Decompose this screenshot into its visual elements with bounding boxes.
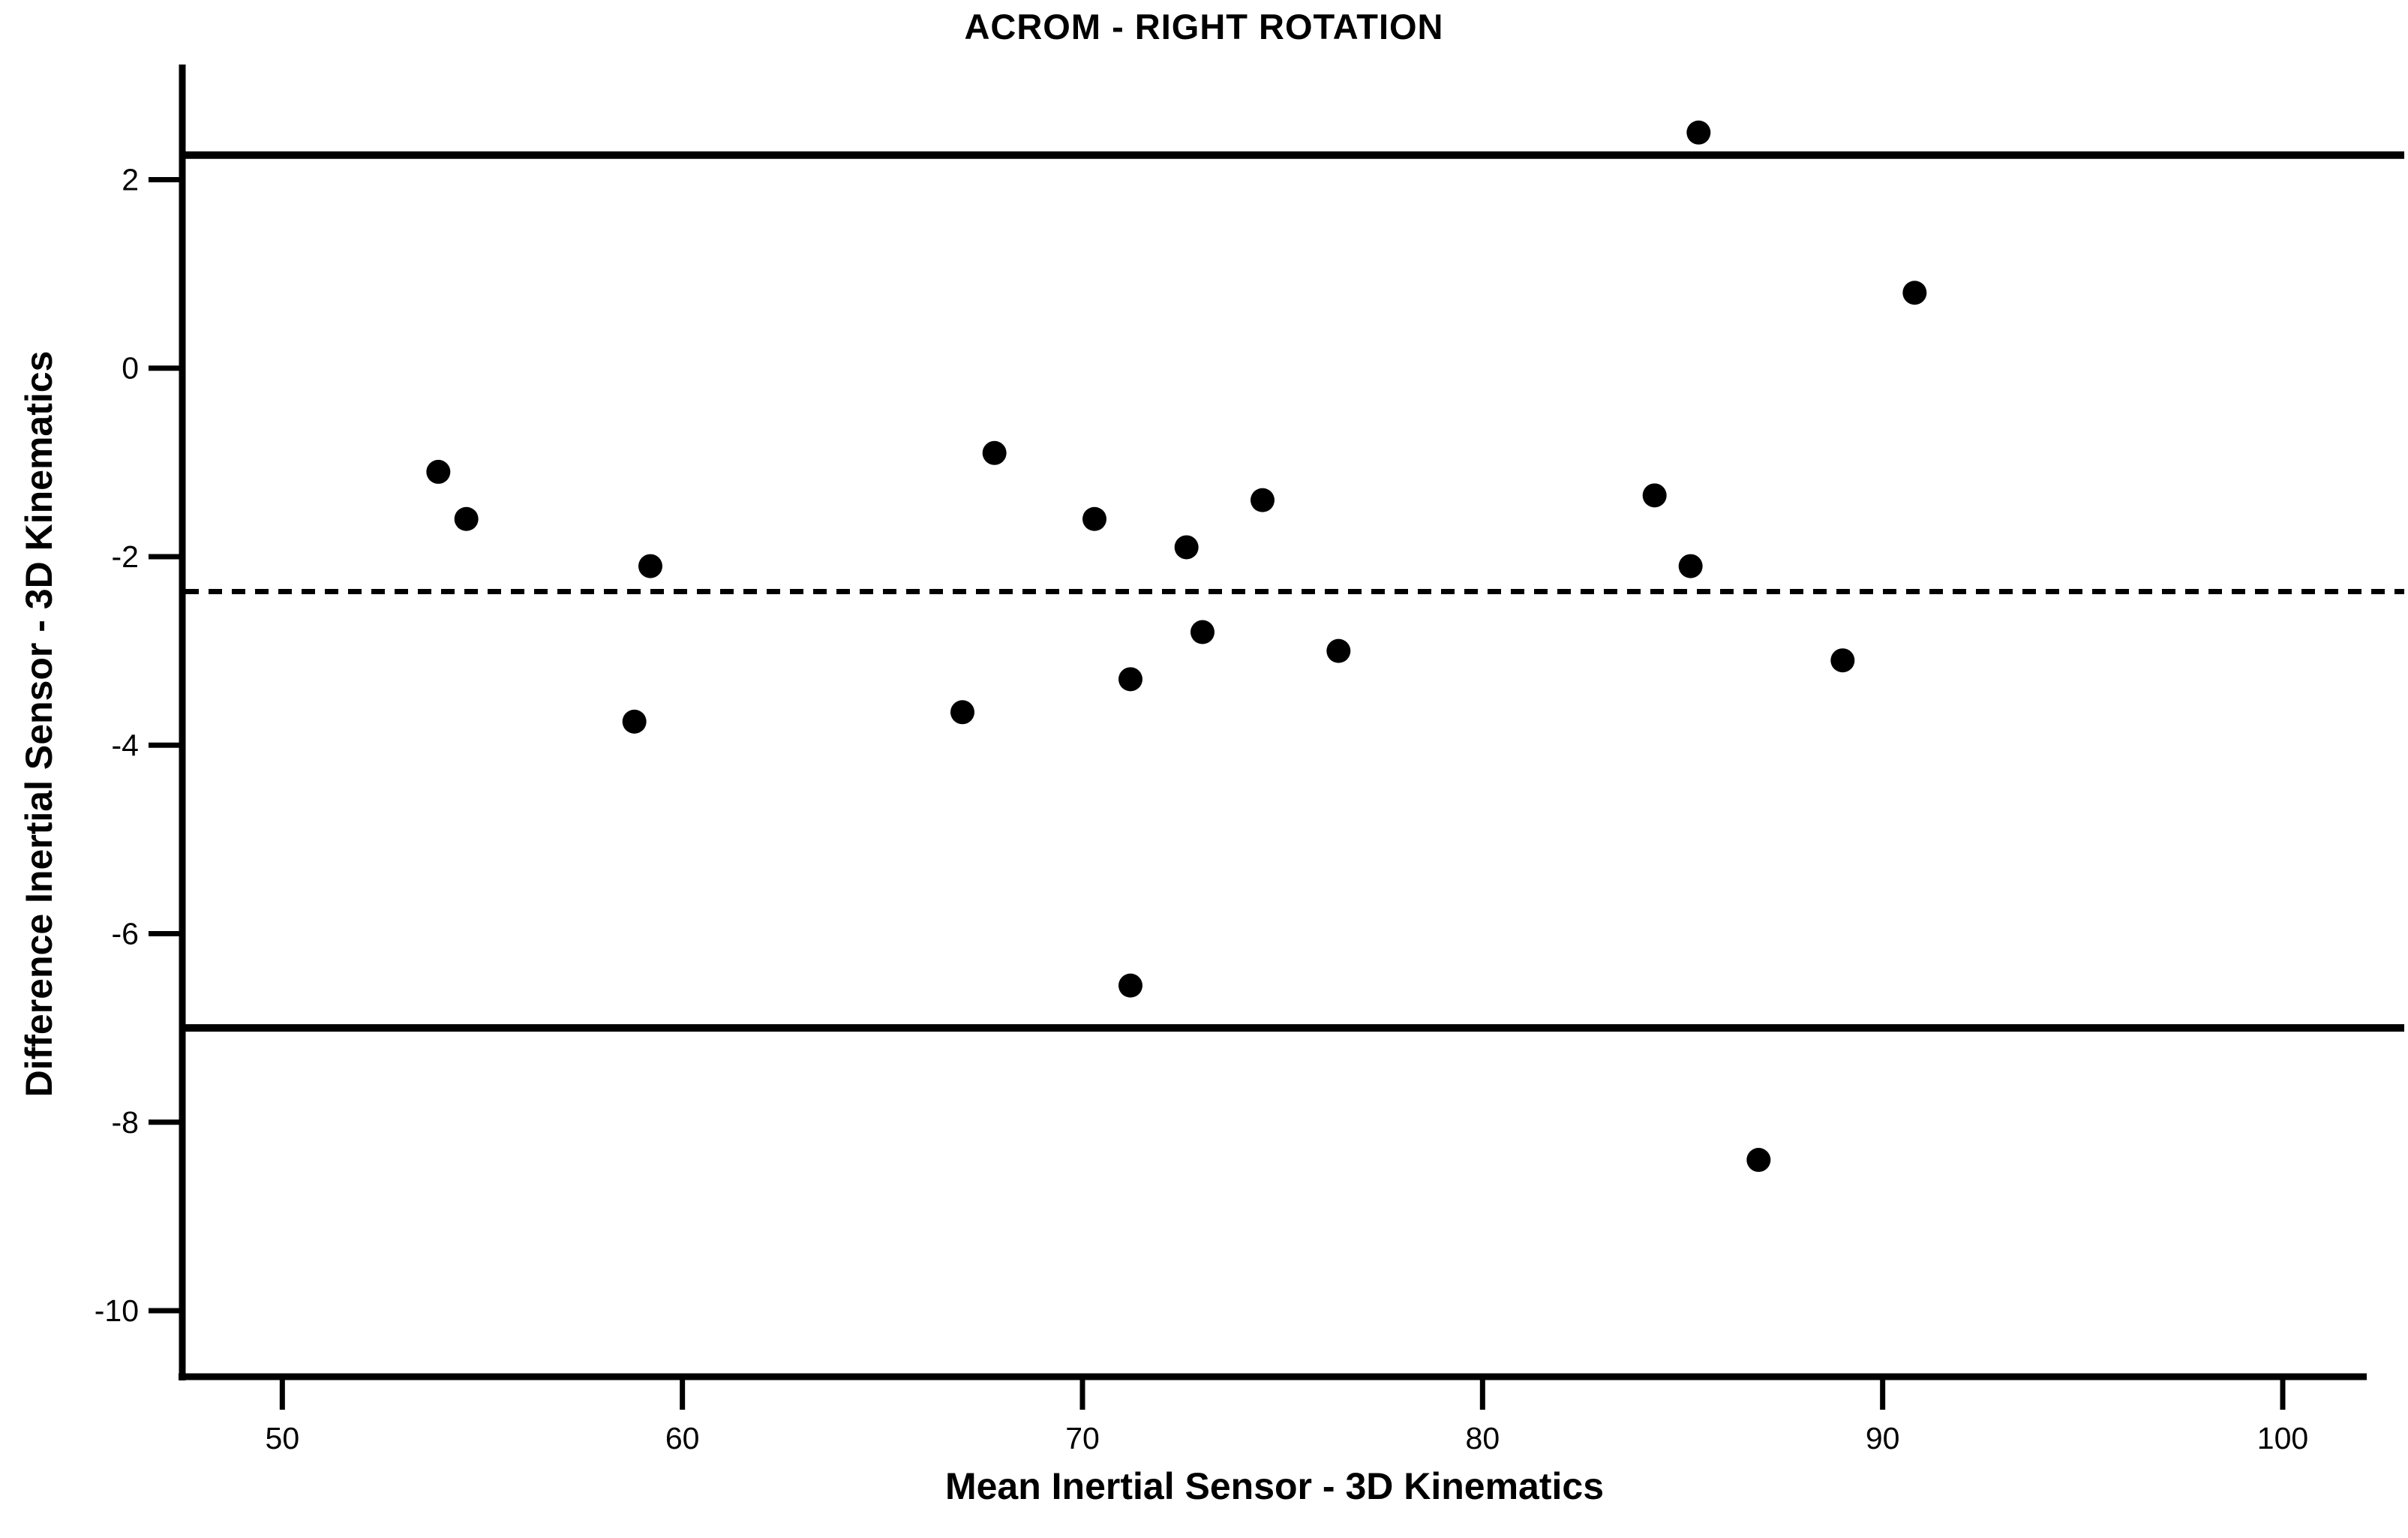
data-point [1642, 483, 1667, 508]
data-point [1118, 973, 1142, 998]
data-point [950, 700, 974, 725]
x-tick-label: 50 [266, 1421, 300, 1455]
x-tick-label: 60 [665, 1421, 700, 1455]
data-point [622, 709, 647, 734]
data-point [1902, 281, 1927, 305]
y-tick-label: 2 [122, 162, 139, 197]
data-point [1326, 638, 1351, 663]
data-point [1190, 620, 1215, 644]
data-point [1118, 667, 1142, 692]
y-tick-label: -4 [112, 728, 139, 762]
data-point [1678, 554, 1703, 578]
x-axis-label: Mean Inertial Sensor - 3D Kinematics [944, 1465, 1605, 1507]
data-point [982, 440, 1007, 465]
data-point [1830, 648, 1855, 673]
chart-title: ACROM - RIGHT ROTATION [964, 7, 1444, 47]
y-tick-label: -6 [112, 917, 139, 951]
x-tick-label: 90 [1866, 1421, 1900, 1455]
data-point [1082, 506, 1106, 531]
data-point [1174, 535, 1199, 560]
data-point [638, 554, 662, 578]
data-point [1686, 120, 1711, 145]
x-tick-label: 100 [2257, 1421, 2308, 1455]
y-tick-label: -8 [112, 1105, 139, 1140]
y-tick-label: -10 [95, 1293, 139, 1328]
y-tick-label: -2 [112, 539, 139, 574]
x-tick-label: 80 [1466, 1421, 1500, 1455]
data-point [1746, 1148, 1771, 1173]
data-point [426, 459, 451, 484]
data-point [454, 506, 479, 531]
x-tick-label: 70 [1065, 1421, 1100, 1455]
y-tick-label: 0 [122, 351, 139, 386]
data-point [1251, 488, 1275, 512]
